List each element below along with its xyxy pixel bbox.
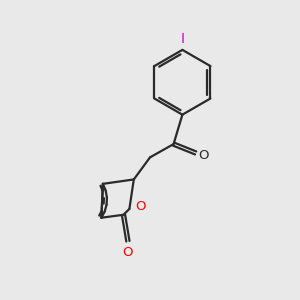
Text: O: O [123, 246, 133, 259]
Text: O: O [199, 149, 209, 162]
Text: O: O [135, 200, 146, 213]
Text: I: I [180, 32, 184, 46]
